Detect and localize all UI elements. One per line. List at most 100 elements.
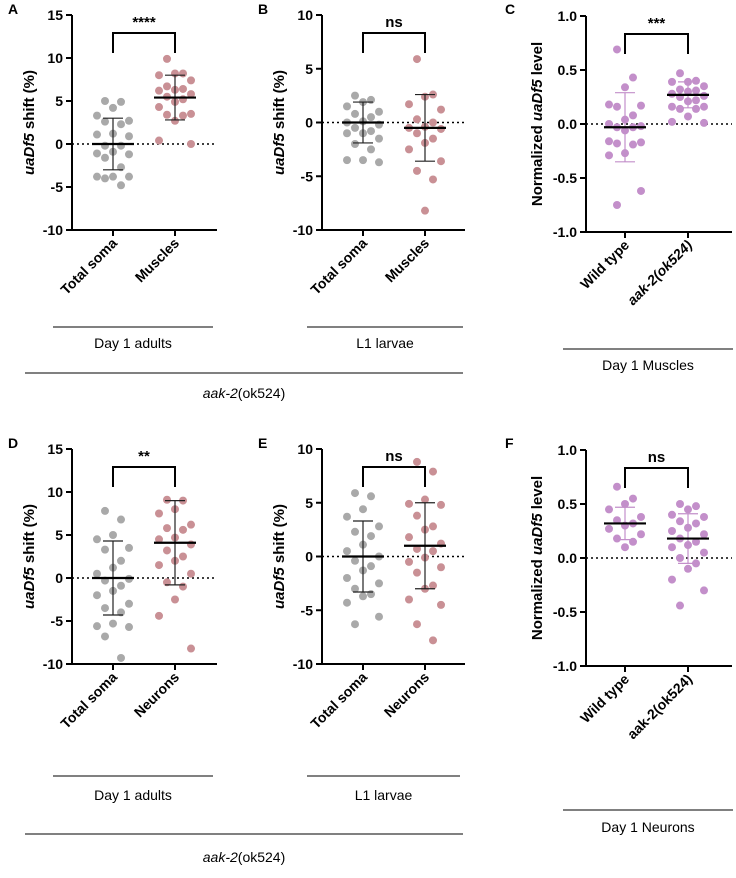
y-tick-label: 1.0	[558, 442, 578, 458]
data-point	[117, 556, 125, 565]
y-tick-label: 0	[305, 549, 313, 565]
data-point	[101, 506, 109, 515]
data-point	[700, 118, 708, 127]
y-axis-label-segment: shift (%)	[271, 504, 288, 567]
category-label: Total soma	[307, 669, 370, 732]
data-point	[93, 111, 101, 120]
y-tick-label: -10	[293, 656, 313, 672]
category-label-segment: aak-2(ok524)	[624, 671, 695, 742]
data-point	[155, 71, 163, 80]
data-point	[367, 590, 375, 599]
y-tick-label: 5	[55, 527, 63, 543]
data-point	[613, 482, 621, 491]
panel-e: E -10 -5 0 5 10 uaDf5 shift (%) Total soma Neuro…	[258, 435, 465, 732]
significance-bracket	[624, 33, 689, 54]
data-point	[109, 172, 117, 181]
data-point	[375, 107, 383, 116]
data-point	[700, 82, 708, 91]
data-point	[684, 505, 692, 514]
data-point	[676, 500, 684, 508]
y-axis-label-segment: uaDf5	[529, 79, 546, 121]
data-point	[93, 569, 101, 578]
data-point	[700, 530, 708, 539]
data-point	[117, 97, 125, 106]
data-point	[359, 505, 367, 514]
category-label-segment: Total soma	[57, 235, 120, 298]
category-label: Neurons	[381, 669, 433, 721]
data-point	[700, 548, 708, 557]
y-tick-label: -5	[301, 168, 314, 184]
data-point	[155, 611, 163, 620]
data-point	[375, 522, 383, 531]
data-point	[163, 495, 171, 504]
data-point	[405, 533, 413, 542]
y-axis-label-segment: Normalized	[529, 555, 546, 640]
data-point	[676, 601, 684, 610]
data-point	[429, 636, 437, 645]
y-tick-label: 0.0	[558, 116, 578, 132]
significance-label: ***	[648, 15, 666, 32]
data-point	[351, 489, 359, 498]
group-l1-larvae-top-label: L1 larvae	[356, 335, 414, 351]
significance-bracket	[362, 466, 426, 487]
y-axis-label-segment: shift (%)	[271, 70, 288, 133]
data-point	[187, 109, 195, 118]
data-point	[125, 543, 133, 552]
data-point	[125, 132, 133, 141]
data-point	[367, 113, 375, 122]
data-point	[155, 509, 163, 518]
data-point	[343, 156, 351, 165]
data-point	[93, 172, 101, 181]
data-point	[637, 138, 645, 147]
data-point	[125, 116, 133, 125]
y-tick-label: 10	[297, 441, 313, 457]
data-point	[668, 543, 676, 552]
data-point	[613, 102, 621, 111]
y-axis-label: uaDf5 shift (%)	[271, 504, 288, 609]
group-l1-larvae-bottom-label: L1 larvae	[355, 787, 413, 803]
category-label-segment: Neurons	[131, 669, 183, 721]
data-point	[179, 525, 187, 534]
data-point	[413, 511, 421, 520]
data-point	[101, 174, 109, 183]
data-point	[187, 569, 195, 578]
y-tick-label: 15	[47, 441, 63, 457]
category-label-segment: Neurons	[381, 669, 433, 721]
y-tick-label: 0.5	[558, 496, 578, 512]
data-point	[109, 103, 117, 112]
y-axis-label: uaDf5 shift (%)	[21, 504, 38, 609]
data-point	[405, 595, 413, 604]
y-tick-label: 0.5	[558, 62, 578, 78]
group-aak2-bottom-label-segment: (ok524)	[238, 849, 285, 865]
y-tick-label: 5	[55, 93, 63, 109]
data-point	[109, 531, 117, 539]
data-point	[179, 582, 187, 591]
group-day1-neurons-label: Day 1 Neurons	[601, 819, 694, 835]
y-axis-label-segment: uaDf5	[21, 133, 38, 175]
data-point	[117, 515, 125, 524]
data-point	[692, 104, 700, 113]
data-point	[613, 534, 621, 543]
data-point	[155, 86, 163, 95]
data-point	[351, 584, 359, 593]
y-tick-label: 0	[55, 570, 63, 586]
y-tick-label: 5	[305, 61, 313, 77]
data-point	[429, 118, 437, 127]
data-point	[117, 581, 125, 590]
data-point	[117, 120, 125, 129]
data-point	[367, 127, 375, 136]
category-label: Muscles	[382, 235, 433, 286]
data-point	[155, 136, 163, 145]
category-label: aak-2(ok524)	[624, 671, 695, 742]
data-point	[375, 612, 383, 621]
y-axis-label: uaDf5 shift (%)	[21, 70, 38, 175]
data-point	[437, 563, 445, 572]
data-point	[187, 90, 195, 99]
data-point	[429, 522, 437, 531]
data-point	[692, 96, 700, 105]
data-point	[163, 546, 171, 555]
data-point	[359, 592, 367, 601]
y-tick-label: -0.5	[553, 604, 577, 620]
category-label-segment: Wild type	[577, 671, 632, 726]
